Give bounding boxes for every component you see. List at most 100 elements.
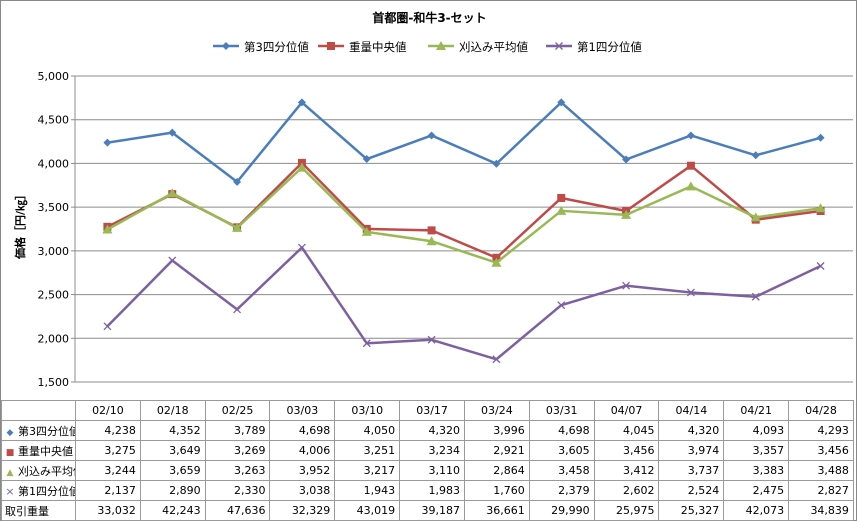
data-cell: 32,329 (269, 500, 336, 521)
data-cell: 34,839 (788, 500, 854, 521)
y-tick-label: 3,500 (38, 201, 70, 214)
series-1-point (427, 131, 436, 140)
x-category-label: 02/10 (75, 400, 141, 421)
x-category-label: 03/31 (528, 400, 595, 421)
series-2-point (427, 226, 436, 235)
y-tick-label: 2,000 (38, 332, 70, 345)
data-cell: 33,032 (75, 500, 141, 521)
series-1-point (103, 138, 112, 147)
table-row: 取引重量 33,032 42,243 47,636 32,329 43,019 39,187… (1, 500, 854, 521)
data-cell: 42,243 (139, 500, 206, 521)
table-row: × 第1四分位値 2,137 2,890 2,330 3,038 1,943 1,983 1,7… (1, 480, 854, 501)
series-1-point (492, 159, 501, 168)
data-cell: 4,050 (334, 420, 401, 441)
data-cell: 4,045 (593, 420, 660, 441)
data-cell: 4,238 (75, 420, 141, 441)
data-cell: 3,263 (204, 460, 271, 481)
data-cell: 3,269 (204, 440, 271, 461)
series-1-point (751, 151, 760, 160)
data-cell: 47,636 (204, 500, 271, 521)
data-cell: 39,187 (399, 500, 465, 521)
legend-label: 第3四分位値 (244, 40, 309, 54)
data-cell: 3,996 (463, 420, 530, 441)
x-category-label: 04/07 (593, 400, 660, 421)
y-tick-label: 3,000 (38, 245, 70, 258)
data-cell: 3,275 (75, 440, 141, 461)
data-cell: 3,974 (658, 440, 725, 461)
series-4-point (557, 301, 566, 310)
data-cell: 29,990 (528, 500, 595, 521)
chart-title: 首都圏-和牛3-セット (372, 11, 487, 25)
data-cell: 3,649 (139, 440, 206, 461)
data-table: 02/10 02/18 02/25 03/03 03/10 03/17 03/24 03/31… (1, 400, 854, 521)
legend-label: 重量中央値 (349, 40, 407, 54)
row-label: ▲ 刈込み平均値 (1, 460, 76, 481)
data-cell: 25,975 (593, 500, 660, 521)
data-cell: 2,475 (723, 480, 790, 501)
series-1-point (557, 98, 566, 107)
legend-marker (222, 42, 230, 50)
data-cell: 42,073 (723, 500, 790, 521)
data-cell: 3,412 (593, 460, 660, 481)
series-line-3 (106, 166, 821, 264)
data-cell: 3,456 (788, 440, 854, 461)
table-row: ■ 重量中央値 3,275 3,649 3,269 4,006 3,251 3,234 2,92… (1, 440, 854, 461)
data-cell: 4,006 (269, 440, 336, 461)
data-cell: 25,327 (658, 500, 725, 521)
x-category-label: 04/28 (788, 400, 854, 421)
table-row: ◆ 第3四分位値 4,238 4,352 3,789 4,698 4,050 4,320 3,9… (1, 420, 854, 441)
x-category-label: 02/18 (139, 400, 206, 421)
legend-swatch (318, 42, 344, 50)
series-3-point (750, 212, 761, 222)
data-cell: 2,379 (528, 480, 595, 501)
series-4-point (492, 355, 501, 364)
legend-swatch (546, 42, 572, 50)
data-cell: 3,458 (528, 460, 595, 481)
data-cell: 2,602 (593, 480, 660, 501)
legend-label: 第1四分位値 (577, 40, 642, 54)
data-cell: 3,217 (334, 460, 401, 481)
row-label-text: 第3四分位値 (18, 424, 76, 438)
row-label-text: 第1四分位値 (18, 484, 76, 498)
data-cell: 3,737 (658, 460, 725, 481)
series-4-point (297, 243, 306, 252)
y-tick-label: 1,500 (38, 376, 70, 389)
series-3-point (361, 226, 372, 236)
series-1-point (233, 177, 242, 186)
x-category-label: 03/03 (269, 400, 336, 421)
data-cell: 3,789 (204, 420, 271, 441)
row-label-text: 取引重量 (5, 504, 49, 518)
data-cell: 4,293 (788, 420, 854, 441)
data-cell: 3,605 (528, 440, 595, 461)
table-header-row: 02/10 02/18 02/25 03/03 03/10 03/17 03/24 03/31… (1, 400, 854, 421)
data-cell: 3,244 (75, 460, 141, 481)
data-cell: 2,827 (788, 480, 854, 501)
series-line-1 (107, 101, 821, 184)
series-3-point (296, 162, 307, 172)
series-line-2 (106, 161, 821, 260)
series-4-point (686, 288, 695, 297)
series-3-point (556, 205, 567, 215)
series-1-point (168, 128, 177, 137)
series-2-point (686, 161, 695, 170)
data-cell: 2,330 (204, 480, 271, 501)
series-1-point (362, 155, 371, 164)
x-category-label: 04/21 (723, 400, 790, 421)
data-cell: 1,983 (399, 480, 465, 501)
series-3-point (426, 236, 437, 246)
series-1-point (816, 133, 825, 142)
data-cell: 3,952 (269, 460, 336, 481)
series-4-point (622, 281, 631, 290)
y-tick-label: 4,500 (38, 114, 70, 127)
series-4-point (816, 262, 825, 270)
table-corner-cell (1, 400, 76, 421)
x-category-label: 03/17 (399, 400, 465, 421)
series-3-point (232, 222, 243, 232)
row-label: ■ 重量中央値 (1, 440, 76, 461)
series-1-point (297, 98, 306, 107)
data-cell: 1,760 (463, 480, 530, 501)
y-axis-label: 価格［円/㎏］ (14, 188, 27, 260)
series-3-point (102, 224, 113, 234)
data-cell: 2,890 (139, 480, 206, 501)
